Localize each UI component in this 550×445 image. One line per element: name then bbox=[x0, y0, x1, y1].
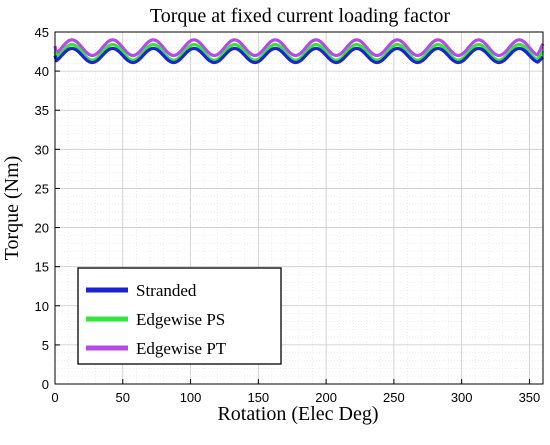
chart-title: Torque at fixed current loading factor bbox=[150, 5, 450, 27]
x-tick-label: 200 bbox=[315, 390, 337, 405]
x-tick-label: 100 bbox=[180, 390, 202, 405]
y-axis-label: Torque (Nm) bbox=[1, 156, 23, 261]
y-tick-label: 35 bbox=[35, 103, 49, 118]
y-tick-label: 0 bbox=[42, 377, 49, 392]
legend: Stranded Edgewise PS Edgewise PT bbox=[77, 267, 282, 365]
x-tick-label: 250 bbox=[383, 390, 405, 405]
x-tick-label: 150 bbox=[247, 390, 269, 405]
y-tick-label: 30 bbox=[35, 142, 49, 157]
x-axis-label: Rotation (Elec Deg) bbox=[217, 403, 378, 425]
x-tick-label: 50 bbox=[116, 390, 130, 405]
series-line-edgewise-ps bbox=[53, 42, 545, 62]
legend-label: Edgewise PT bbox=[136, 339, 227, 358]
legend-label: Stranded bbox=[136, 281, 197, 300]
y-tick-label: 25 bbox=[35, 181, 49, 196]
y-tick-label: 45 bbox=[35, 25, 49, 40]
series-lines bbox=[53, 38, 545, 65]
plot-frame bbox=[54, 31, 544, 385]
ticks: 0 50 100 150 200 250 300 350 0 5 10 15 20 25 30 35 40 45 bbox=[35, 25, 541, 405]
x-tick-label: 350 bbox=[519, 390, 541, 405]
x-tick-label: 0 bbox=[51, 390, 58, 405]
y-tick-label: 40 bbox=[35, 64, 49, 79]
y-tick-label: 5 bbox=[42, 338, 49, 353]
y-tick-label: 15 bbox=[35, 260, 49, 275]
series-line-stranded bbox=[53, 46, 545, 65]
legend-label: Edgewise PS bbox=[136, 310, 225, 329]
x-tick-label: 300 bbox=[451, 390, 473, 405]
y-tick-label: 20 bbox=[35, 221, 49, 236]
y-tick-label: 10 bbox=[35, 299, 49, 314]
series-line-edgewise-pt bbox=[53, 38, 545, 58]
